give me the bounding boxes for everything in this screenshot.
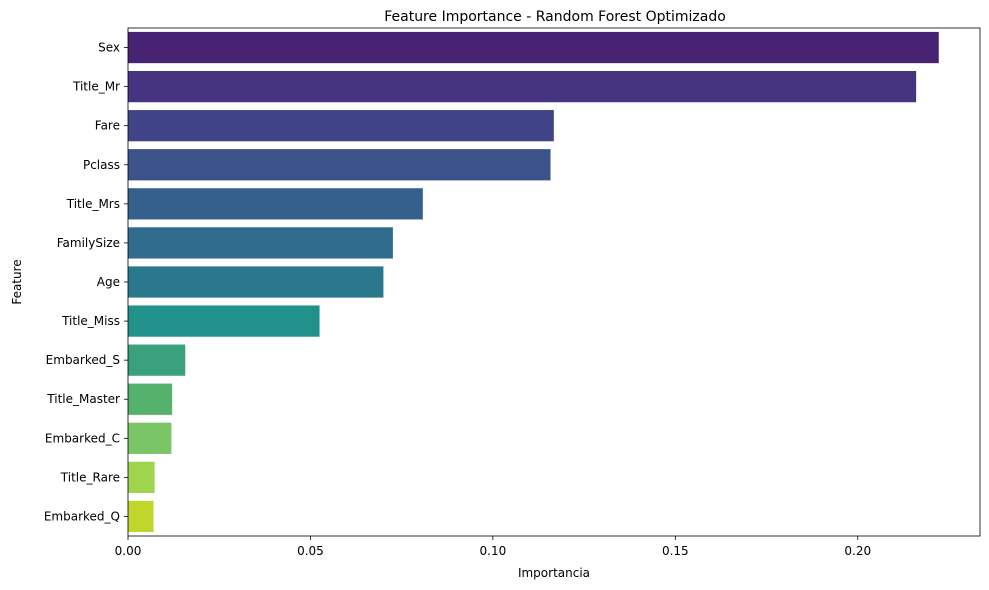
bar-familysize [128,227,393,259]
y-tick-label-familysize: FamilySize [57,236,120,250]
y-tick-label-pclass: Pclass [83,158,120,172]
bar-title-mrs [128,188,423,220]
bar-title-master [128,383,173,415]
y-tick-label-fare: Fare [95,119,120,133]
bar-embarked-s [128,344,186,376]
y-tick-label-embarked-s: Embarked_S [46,353,120,367]
y-tick-label-title-mr: Title_Mr [72,80,120,94]
bar-fare [128,110,554,142]
bar-age [128,266,384,298]
x-ticks: 0.00 0.05 0.10 0.15 0.20 [115,536,871,558]
y-tick-label-sex: Sex [98,41,120,55]
x-tick-label: 0.10 [480,544,507,558]
bar-sex [128,31,939,64]
y-tick-label-title-master: Title_Master [46,392,120,406]
y-tick-label-title-rare: Title_Rare [60,470,120,484]
y-tick-label-embarked-c: Embarked_C [45,431,120,445]
x-tick-label: 0.05 [297,544,324,558]
y-tick-label-age: Age [97,275,120,289]
y-tick-label-title-miss: Title_Miss [61,314,120,328]
y-tick-label-title-mrs: Title_Mrs [66,197,120,211]
y-tick-labels: Sex Title_Mr Fare Pclass Title_Mrs FamilySize… [44,41,128,523]
bar-title-miss [128,305,320,337]
x-tick-label: 0.00 [115,544,142,558]
y-axis-label: Feature [10,259,24,304]
chart-title: Feature Importance - Random Forest Optim… [384,9,726,25]
bars-group [128,31,939,533]
plot-area-frame [127,27,981,537]
bar-embarked-c [128,422,172,454]
y-tick-label-embarked-q: Embarked_Q [44,509,120,523]
bar-title-mr [128,70,917,103]
bar-embarked-q [128,500,154,533]
bar-pclass [128,149,551,181]
x-tick-label: 0.15 [662,544,689,558]
bar-title-rare [128,461,155,494]
x-axis-label: Importancia [518,566,590,580]
x-tick-label: 0.20 [844,544,871,558]
